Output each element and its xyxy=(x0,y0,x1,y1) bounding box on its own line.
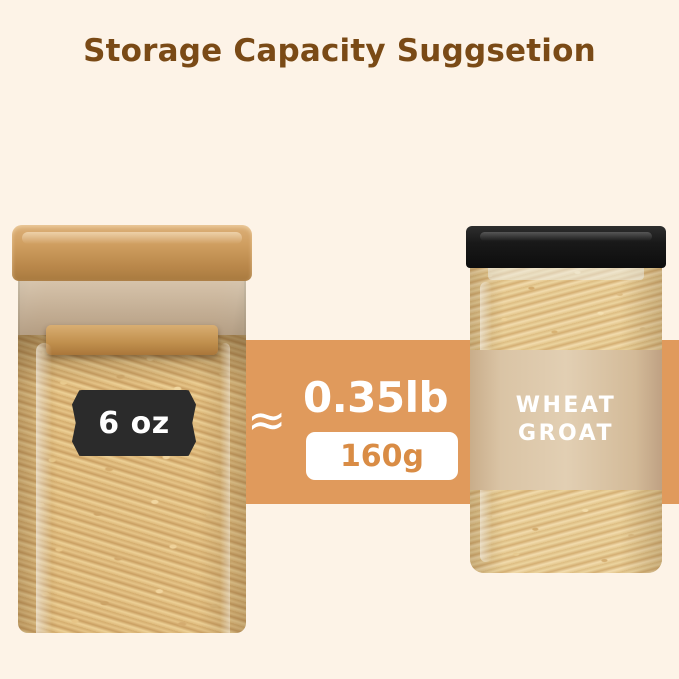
left-jar-inner-lid-disc xyxy=(46,325,218,355)
page-title: Storage Capacity Suggsetion xyxy=(83,33,596,69)
left-jar-capacity-text: 6 oz xyxy=(98,405,170,441)
right-jar-black-cap xyxy=(466,226,666,268)
weight-imperial-text: 0.35lb xyxy=(303,373,449,422)
right-jar-label-line-2: GROAT xyxy=(518,421,614,446)
left-jar-grain-fill xyxy=(18,335,246,633)
right-jar-paper-label: WHEAT GROAT xyxy=(470,350,662,490)
weight-metric-badge: 160g xyxy=(306,432,458,480)
right-plastic-jar: WHEAT GROAT xyxy=(466,226,666,573)
left-jar-grain-shading xyxy=(18,335,246,633)
approximately-equal-icon: ≈ xyxy=(247,393,287,448)
weight-metric-text: 160g xyxy=(339,438,425,474)
left-glass-jar xyxy=(12,225,252,635)
right-jar-label-line-1: WHEAT xyxy=(515,392,617,418)
right-jar-neck xyxy=(488,266,644,280)
left-jar-glass-highlight xyxy=(36,343,52,633)
left-jar-bamboo-lid xyxy=(12,225,252,281)
left-jar-chalk-label: 6 oz xyxy=(72,390,196,456)
left-jar-glass-highlight-right xyxy=(220,343,230,633)
